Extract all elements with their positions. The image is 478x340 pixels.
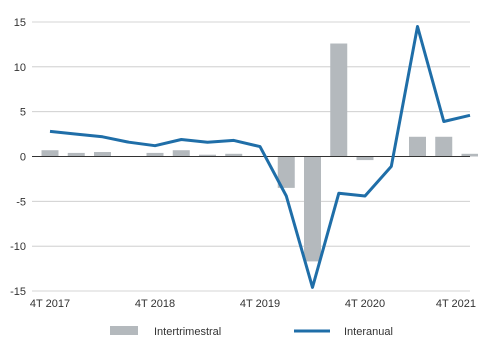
bar-3t-2020 xyxy=(330,43,348,157)
bar-4t-2020 xyxy=(356,156,374,161)
gridlines xyxy=(32,21,470,292)
bar-2t-2020 xyxy=(304,156,321,262)
bar-2t-2019 xyxy=(199,154,216,157)
line-series-interanual xyxy=(49,25,471,289)
y-tick-label: -10 xyxy=(10,241,26,253)
legend-label-interanual: Interanual xyxy=(344,326,393,338)
bar-2t-2021 xyxy=(409,136,426,157)
y-tick-label: 0 xyxy=(20,152,26,164)
x-tick-label: 4T 2019 xyxy=(240,298,280,310)
bar-1t-2020 xyxy=(277,156,295,188)
y-tick-label: 5 xyxy=(20,107,26,119)
bar-2t-2018 xyxy=(94,152,111,157)
x-tick-label: 4T 2020 xyxy=(345,298,385,310)
y-tick-label: -15 xyxy=(10,286,26,298)
y-axis-ticks: 15 10 5 0 -5 -10 -15 xyxy=(10,17,26,298)
bar-3t-2021 xyxy=(435,136,453,157)
legend-label-intertrimestral: Intertrimestral xyxy=(154,326,221,338)
bar-1t-2019 xyxy=(172,150,190,157)
bar-series-intertrimestral xyxy=(41,43,478,262)
bar-4t-2017 xyxy=(41,150,59,157)
y-tick-label: -5 xyxy=(16,196,26,208)
x-tick-label: 4T 2021 xyxy=(436,298,476,310)
bar-3t-2019 xyxy=(225,153,243,157)
y-tick-label: 10 xyxy=(14,62,26,74)
x-tick-label: 4T 2017 xyxy=(30,298,70,310)
x-axis-ticks: 4T 2017 4T 2018 4T 2019 4T 2020 4T 2021 xyxy=(30,298,476,310)
bar-4t-2018 xyxy=(146,152,164,157)
legend: Intertrimestral Interanual xyxy=(110,326,393,338)
bar-4t-2021 xyxy=(461,153,478,157)
x-tick-label: 4T 2018 xyxy=(135,298,175,310)
bar-1t-2018 xyxy=(67,152,85,157)
legend-swatch-intertrimestral xyxy=(110,326,138,335)
y-tick-label: 15 xyxy=(14,17,26,29)
